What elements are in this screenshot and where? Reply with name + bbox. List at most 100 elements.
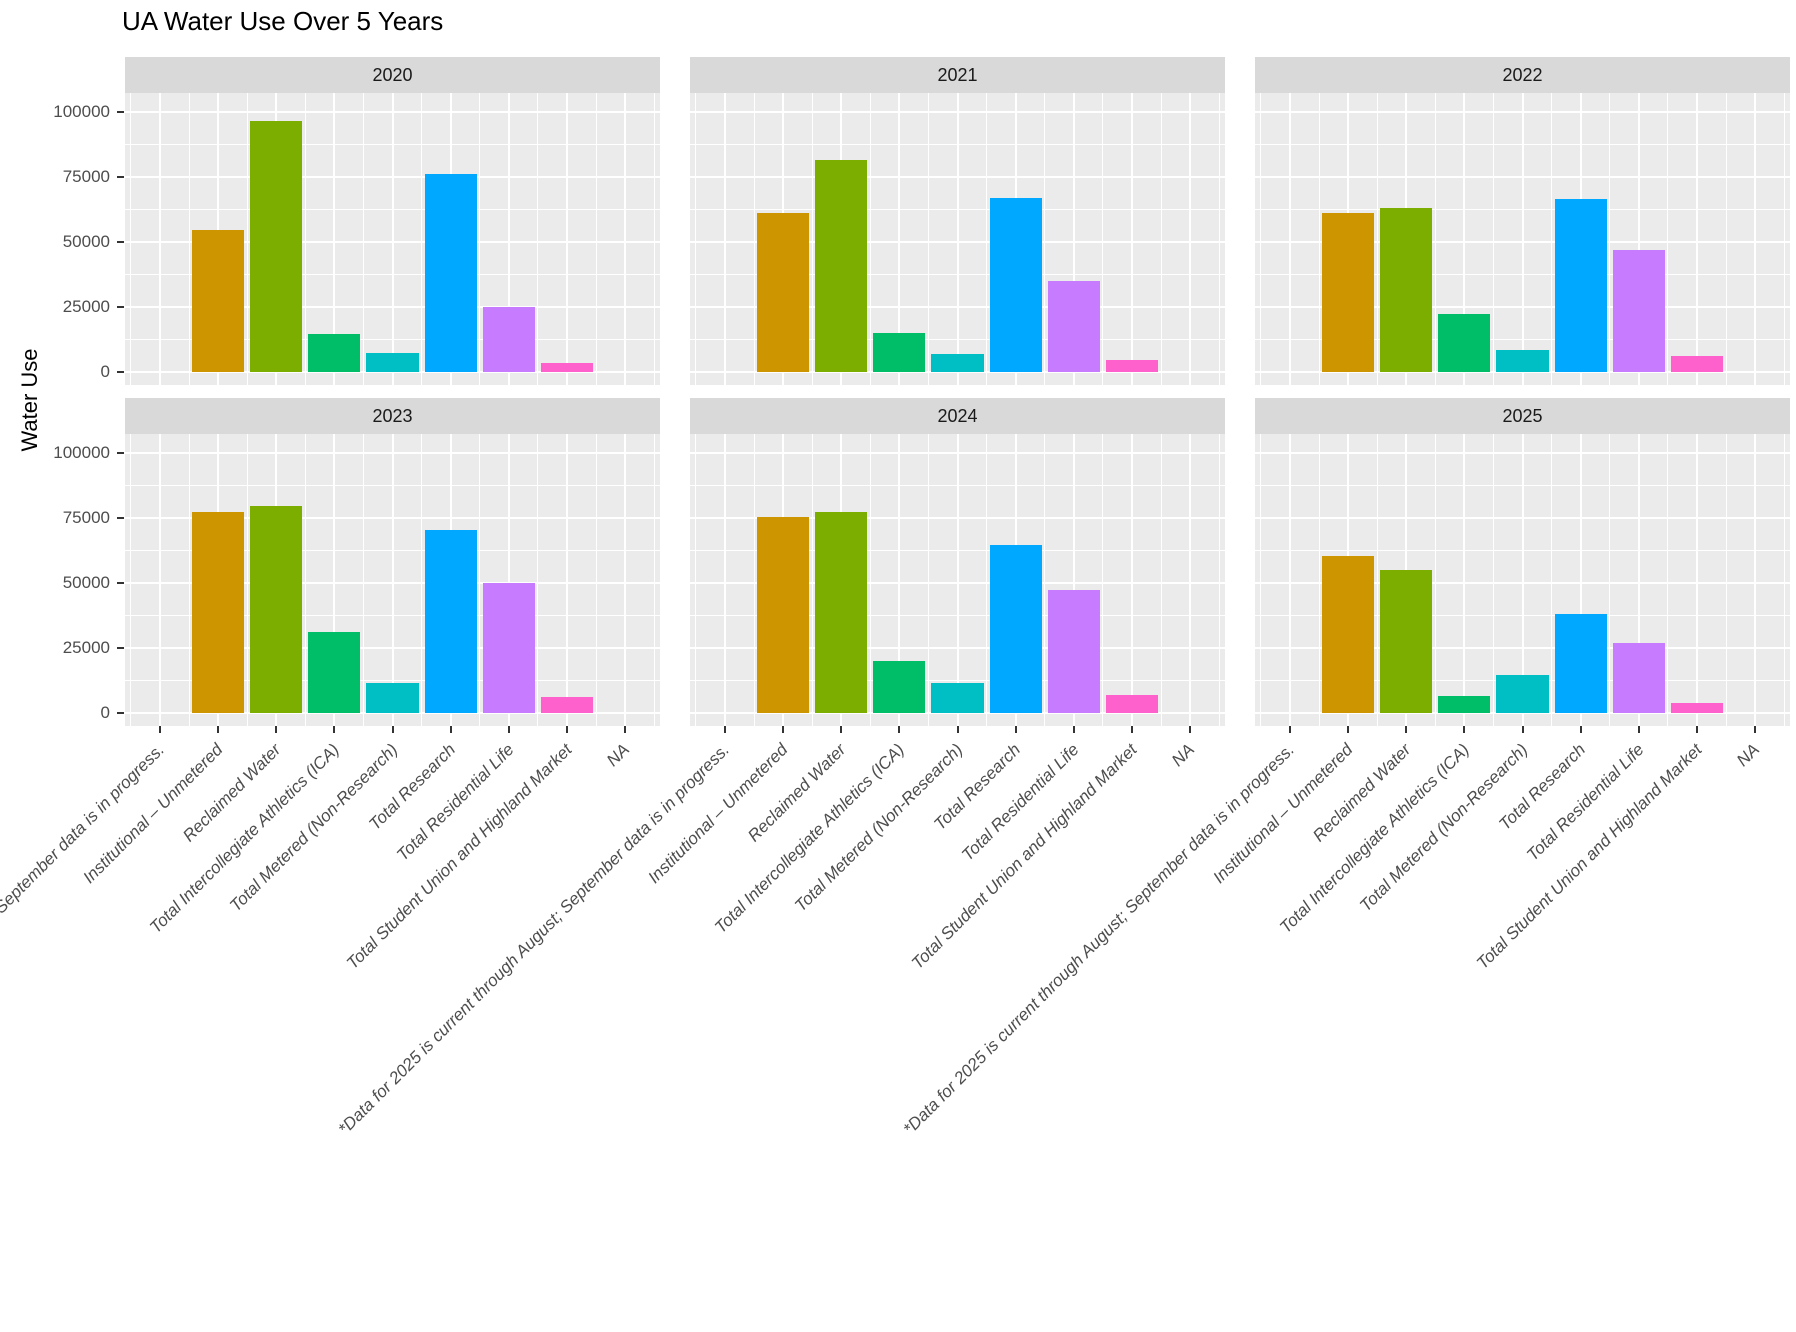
gridline-minor-v bbox=[130, 93, 132, 385]
bar-2025-category-3 bbox=[1380, 570, 1433, 713]
facet-panel-2021 bbox=[690, 93, 1225, 385]
gridline-minor-h bbox=[1255, 550, 1790, 551]
bar-2021-category-2 bbox=[756, 213, 810, 372]
gridline-minor-v bbox=[595, 93, 597, 385]
gridline-minor-v bbox=[753, 93, 755, 385]
gridline-minor-v bbox=[421, 93, 423, 385]
gridline-minor-v bbox=[1667, 93, 1669, 385]
gridline-major-v bbox=[1288, 434, 1291, 726]
gridline-major-v bbox=[333, 93, 336, 385]
gridline-major-v bbox=[1189, 434, 1192, 726]
gridline-minor-v bbox=[927, 434, 929, 726]
gridline-minor-h bbox=[125, 144, 660, 145]
chart-title: UA Water Use Over 5 Years bbox=[122, 6, 444, 36]
gridline-major-h bbox=[1255, 371, 1790, 373]
gridline-minor-v bbox=[1260, 434, 1262, 726]
y-tick-label: 0 bbox=[100, 703, 110, 722]
y-axis-tick bbox=[117, 241, 124, 243]
bar-2021-category-7 bbox=[1047, 281, 1100, 372]
gridline-major-h bbox=[1255, 111, 1790, 113]
gridline-major-v bbox=[507, 93, 510, 385]
bar-2023-category-6 bbox=[424, 529, 477, 713]
x-tick-label: NA bbox=[1168, 740, 1199, 771]
x-tick-label: *Data for 2025 is current through August… bbox=[0, 740, 169, 1139]
x-axis-tick bbox=[333, 726, 336, 733]
y-axis-tick bbox=[117, 371, 124, 373]
bar-2025-category-4 bbox=[1438, 696, 1491, 713]
bar-2025-category-8 bbox=[1670, 702, 1724, 713]
x-axis-tick bbox=[1579, 726, 1582, 733]
gridline-minor-h bbox=[125, 680, 660, 681]
x-axis-tick bbox=[1347, 726, 1349, 733]
facet-strip-label-2022: 2022 bbox=[1502, 64, 1543, 85]
x-axis-tick bbox=[1696, 726, 1698, 733]
gridline-major-h bbox=[690, 241, 1225, 243]
gridline-major-h bbox=[1255, 241, 1790, 243]
gridline-minor-v bbox=[188, 93, 190, 385]
x-tick-label: NA bbox=[1733, 740, 1764, 771]
gridline-minor-h bbox=[1255, 209, 1790, 210]
bar-2023-category-2 bbox=[191, 511, 245, 713]
gridline-major-h bbox=[125, 517, 660, 519]
gridline-minor-v bbox=[1783, 434, 1785, 726]
facet-strip-2025: 2025 bbox=[1255, 398, 1790, 434]
bar-2025-category-7 bbox=[1612, 642, 1665, 713]
gridline-major-v bbox=[566, 434, 568, 726]
gridline-minor-h bbox=[690, 274, 1225, 275]
y-axis-tick bbox=[117, 111, 124, 113]
gridline-minor-h bbox=[690, 615, 1225, 616]
gridline-major-v bbox=[1696, 434, 1698, 726]
x-axis-tick bbox=[158, 726, 161, 733]
x-axis-tick bbox=[1463, 726, 1466, 733]
bar-2020-category-5 bbox=[366, 352, 419, 372]
gridline-major-h bbox=[1255, 176, 1790, 178]
bar-2023-category-7 bbox=[482, 583, 535, 713]
bar-2022-category-8 bbox=[1670, 356, 1724, 372]
gridline-major-h bbox=[690, 582, 1225, 584]
gridline-major-v bbox=[391, 93, 394, 385]
bar-2025-category-2 bbox=[1321, 555, 1375, 713]
y-tick-label: 25000 bbox=[62, 297, 110, 316]
gridline-minor-h bbox=[125, 615, 660, 616]
facet-panel-2022 bbox=[1255, 93, 1790, 385]
gridline-major-v bbox=[1131, 434, 1133, 726]
gridline-major-h bbox=[125, 176, 660, 178]
gridline-minor-v bbox=[753, 434, 755, 726]
bar-2024-category-5 bbox=[931, 683, 984, 713]
gridline-minor-v bbox=[1218, 93, 1220, 385]
gridline-minor-v bbox=[537, 93, 539, 385]
gridline-minor-h bbox=[1255, 339, 1790, 340]
gridline-major-h bbox=[125, 371, 660, 373]
x-axis-tick bbox=[1637, 726, 1640, 733]
gridline-major-v bbox=[158, 434, 161, 726]
bar-2023-category-4 bbox=[308, 632, 361, 713]
bar-2024-category-4 bbox=[873, 661, 926, 713]
bar-2024-category-6 bbox=[989, 545, 1042, 713]
gridline-major-h bbox=[1255, 582, 1790, 584]
y-axis-tick bbox=[117, 452, 124, 454]
gridline-minor-h bbox=[125, 485, 660, 486]
gridline-minor-v bbox=[1434, 434, 1436, 726]
x-axis-tick bbox=[624, 726, 627, 733]
gridline-minor-h bbox=[690, 144, 1225, 145]
gridline-minor-v bbox=[1044, 93, 1046, 385]
gridline-major-v bbox=[1521, 93, 1524, 385]
gridline-major-h bbox=[690, 452, 1225, 454]
gridline-minor-h bbox=[125, 550, 660, 551]
bar-2020-category-7 bbox=[482, 307, 535, 372]
gridline-minor-v bbox=[695, 434, 697, 726]
gridline-minor-v bbox=[1492, 434, 1494, 726]
gridline-minor-v bbox=[479, 434, 481, 726]
gridline-major-v bbox=[723, 434, 726, 726]
gridline-minor-h bbox=[1255, 274, 1790, 275]
gridline-major-h bbox=[125, 452, 660, 454]
gridline-major-v bbox=[1637, 434, 1640, 726]
bar-2023-category-8 bbox=[540, 697, 594, 713]
gridline-major-v bbox=[624, 434, 627, 726]
bar-2022-category-2 bbox=[1321, 213, 1375, 372]
facet-panel-2024 bbox=[690, 434, 1225, 726]
y-tick-label: 100000 bbox=[53, 102, 110, 121]
gridline-major-v bbox=[1579, 434, 1582, 726]
gridline-major-v bbox=[956, 93, 959, 385]
